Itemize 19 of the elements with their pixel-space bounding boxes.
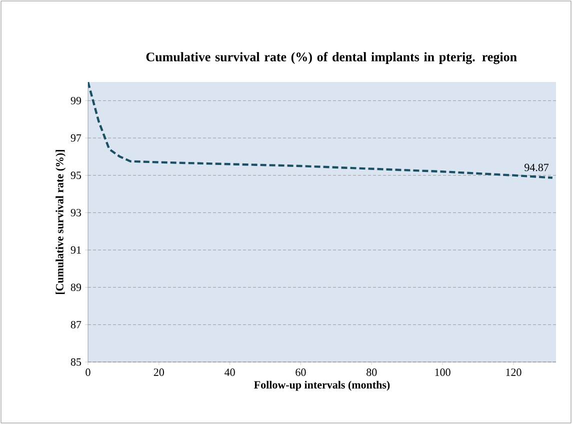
y-tick-label: 91 xyxy=(70,246,81,254)
y-tick-label: 85 xyxy=(70,358,82,366)
x-tick-label: 20 xyxy=(154,368,164,376)
y-tick-label: 87 xyxy=(70,320,82,328)
x-tick-label: 40 xyxy=(224,368,235,376)
x-tick-label: 120 xyxy=(506,368,522,376)
x-tick-label: 100 xyxy=(435,368,450,376)
x-tick-label: 60 xyxy=(296,368,306,376)
x-axis-title: Follow-up intervals (months) xyxy=(254,380,390,391)
annotation: 94.87 xyxy=(524,164,549,172)
x-tick-label: 0 xyxy=(86,368,90,376)
y-tick-label: 93 xyxy=(70,208,82,216)
y-tick-label: 97 xyxy=(70,134,82,142)
x-tick-label: 80 xyxy=(366,368,377,376)
y-tick-label: 95 xyxy=(70,172,82,180)
chart-title: Cumulative survival rate (%) of dental implants in pterig. region xyxy=(146,52,517,64)
y-axis-title: [Cumulative survival rate (%)] xyxy=(56,150,66,294)
y-tick-label: 89 xyxy=(70,284,82,292)
y-tick-label: 99 xyxy=(70,96,82,104)
